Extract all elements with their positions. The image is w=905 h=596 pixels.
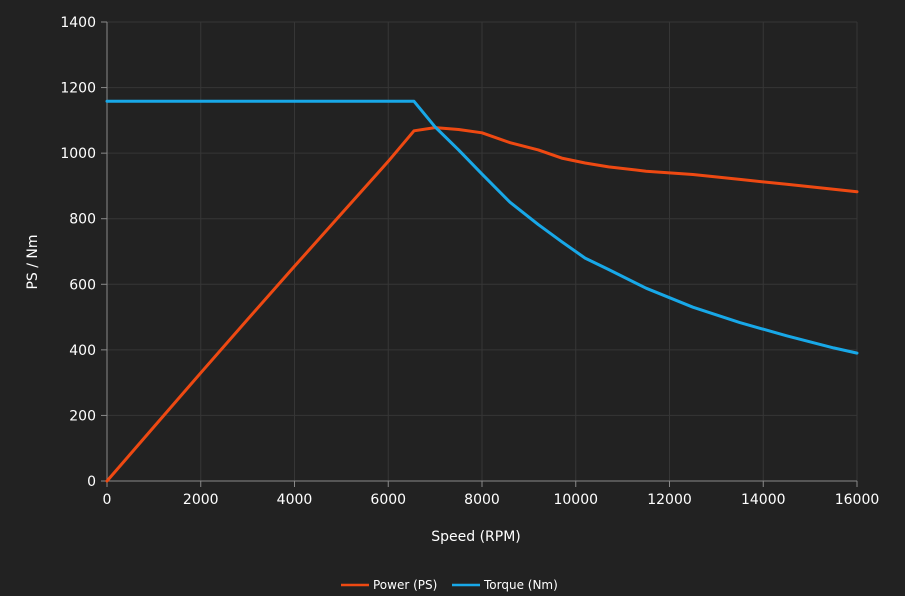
x-tick-label: 10000 [553,492,598,508]
x-tick-label: 6000 [370,492,406,508]
series-line-torque[interactable] [105,99,859,355]
y-tick-label: 600 [69,277,96,293]
x-tick-label: 14000 [741,492,786,508]
legend-label-torque: Torque (Nm) [483,578,558,592]
legend-label-power: Power (PS) [373,578,437,592]
y-axis-title: PS / Nm [25,234,41,289]
series-lines [105,99,859,483]
y-tick-label: 1200 [60,81,96,97]
x-tick-label: 12000 [647,492,692,508]
legend: Power (PS) Torque (Nm) [341,578,558,592]
y-tick-label: 800 [69,212,96,228]
y-tick-label: 400 [69,343,96,359]
legend-item-torque[interactable]: Torque (Nm) [452,578,558,592]
series-line-power[interactable] [105,126,859,483]
legend-item-power[interactable]: Power (PS) [341,578,437,592]
y-tick-label: 1400 [60,15,96,31]
x-tick-label: 2000 [183,492,219,508]
x-tick-label: 8000 [464,492,500,508]
x-tick-label: 16000 [835,492,880,508]
grid [107,21,858,481]
y-axis-ticks: 0 200 400 600 800 1000 1200 1400 [60,15,107,490]
y-tick-label: 1000 [60,146,96,162]
x-axis-title: Speed (RPM) [431,529,521,545]
x-tick-label: 0 [103,492,112,508]
x-axis-ticks: 0 2000 4000 6000 8000 10000 12000 14000 16000 [103,481,880,508]
x-tick-label: 4000 [277,492,313,508]
y-tick-label: 0 [87,474,96,490]
y-tick-label: 200 [69,408,96,424]
